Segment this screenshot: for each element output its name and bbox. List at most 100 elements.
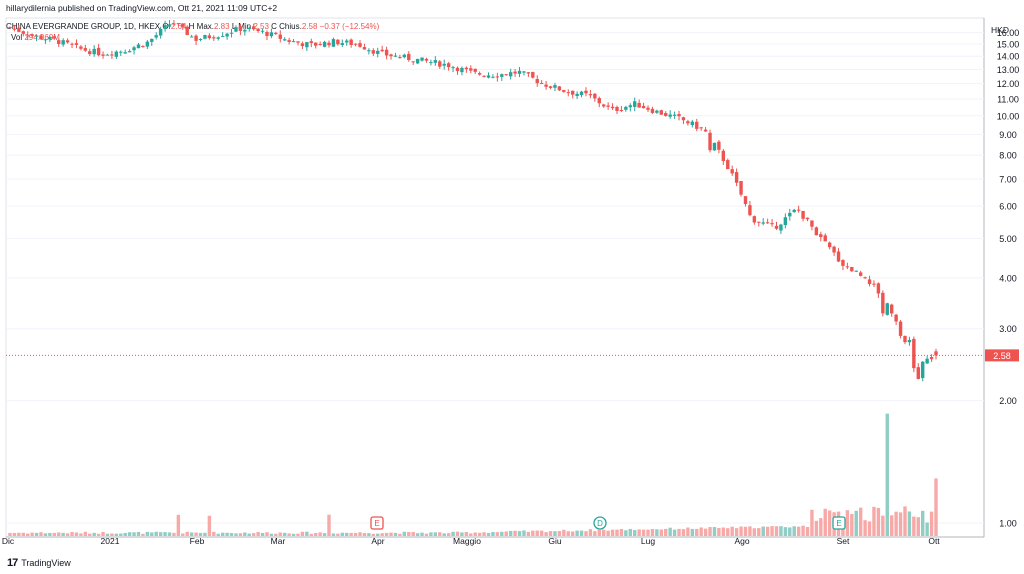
candle-body (52, 36, 57, 39)
candle-body (477, 73, 482, 75)
volume-bar (748, 526, 752, 536)
candle-body (429, 62, 433, 64)
volume-bar (619, 528, 624, 536)
open-value: 2.64 (170, 22, 187, 31)
volume-bar (739, 526, 743, 536)
candle-body (220, 35, 225, 37)
volume-bar (132, 532, 136, 536)
candle-body (708, 132, 712, 151)
candle-body (491, 76, 495, 78)
candle-body (8, 26, 12, 28)
volume-bar (677, 528, 681, 536)
candle-body (367, 50, 371, 52)
volume-bar (495, 532, 500, 536)
volume-bar (74, 532, 79, 536)
volume-bar (243, 532, 247, 536)
volume-bar (247, 533, 251, 536)
volume-bar (876, 507, 881, 536)
candle-body (659, 110, 664, 115)
candle-body (70, 43, 74, 45)
candle-body (74, 43, 79, 45)
volume-bar (898, 512, 903, 536)
candle-body (26, 35, 30, 37)
brand-name: TradingView (21, 558, 71, 568)
candle-body (362, 47, 367, 50)
candle-body (127, 51, 132, 53)
currency-label: HKD (991, 25, 1009, 35)
volume-bar (429, 532, 433, 536)
event-marker-letter: E (374, 519, 379, 528)
volume-bar (393, 532, 398, 536)
volume-bar (641, 529, 646, 536)
candle-body (912, 338, 916, 369)
volume-bar (216, 533, 220, 536)
volume-bar (526, 531, 531, 536)
volume-bar (234, 533, 238, 536)
candle-body (336, 39, 340, 45)
volume-bar (765, 526, 770, 536)
candle-body (358, 43, 362, 47)
volume-bar (150, 532, 154, 536)
candle-body (836, 251, 841, 262)
candle-body (167, 24, 172, 27)
volume-bar (52, 532, 57, 536)
volume-bar (491, 532, 495, 536)
volume-bar (783, 527, 788, 536)
volume-bar (570, 531, 575, 536)
price-tick-label: 15.00 (997, 40, 1020, 50)
volume-bar (331, 533, 336, 536)
volume-bar (539, 530, 544, 536)
volume-bar (287, 533, 291, 536)
volume-bar (805, 526, 810, 536)
volume-bar (814, 520, 819, 536)
candle-body (500, 74, 504, 77)
candle-body (562, 89, 566, 92)
volume-bar (726, 528, 730, 536)
candle-body (637, 102, 641, 108)
candle-body (889, 304, 894, 314)
volume-bar (916, 517, 920, 536)
volume-bar (154, 531, 158, 536)
volume-bar (114, 533, 119, 536)
volume-bar (207, 515, 212, 536)
candle-body (628, 105, 632, 108)
price-tick-label: 5.00 (999, 234, 1017, 244)
candle-body (615, 106, 619, 111)
candle-body (517, 70, 522, 74)
dividend-marker-icon (593, 516, 607, 530)
candle-body (260, 30, 265, 32)
volume-bar (442, 533, 446, 536)
candle-body (30, 34, 34, 36)
low-prefix: Min. (238, 22, 254, 31)
volume-bar (451, 531, 455, 536)
volume-bar (464, 531, 469, 536)
volume-bar (477, 532, 482, 536)
volume-bar (176, 514, 181, 536)
candle-body (539, 83, 544, 85)
tradingview-footer[interactable]: 17 TradingView (7, 557, 71, 569)
volume-bar (371, 533, 376, 536)
candle-body (584, 90, 588, 94)
volume-bar (158, 532, 163, 536)
candle-body (34, 35, 39, 37)
candle-body (274, 32, 278, 35)
candle-body (314, 42, 318, 46)
volume-bar (544, 532, 548, 536)
volume-bar (633, 530, 637, 536)
candle-body (181, 23, 185, 27)
volume-bar (486, 533, 491, 536)
candle-body (575, 93, 579, 97)
candle-body (110, 54, 114, 56)
candle-body (101, 54, 105, 56)
volume-bar (584, 531, 588, 536)
volume-bar (593, 531, 597, 536)
candle-body (322, 41, 327, 47)
high-prefix: Max. (196, 22, 214, 31)
candle-body (495, 76, 500, 78)
volume-bar (83, 531, 88, 536)
candle-body (668, 114, 672, 117)
candle-body (788, 212, 792, 217)
volume-bar (415, 533, 420, 536)
volume-bar (517, 531, 522, 536)
